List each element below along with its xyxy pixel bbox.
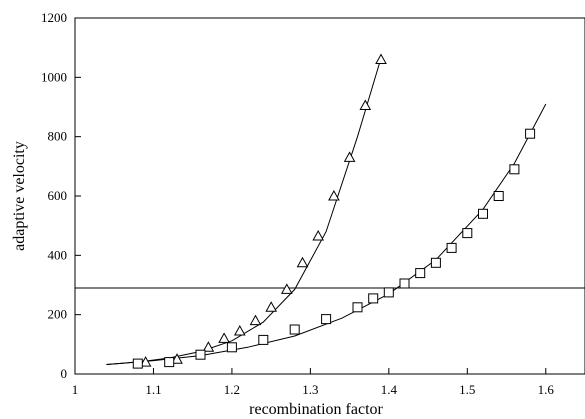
data-point-square [509,164,520,175]
markers-layer [132,53,536,369]
data-point-square [352,302,363,313]
data-point-square [368,293,379,304]
data-point-triangle [233,324,246,336]
data-point-triangle [312,229,325,241]
data-point-triangle [296,256,309,268]
y-axis-label: adaptive velocity [11,141,28,251]
x-tick-label: 1.1 [145,382,161,397]
fit-curve-triangle [106,57,382,365]
data-point-square [321,314,332,325]
data-point-triangle [202,341,215,352]
x-tick-label: 1.4 [381,382,398,397]
x-tick-label: 1.5 [459,382,475,397]
y-tick-label: 800 [48,129,68,144]
data-point-square [415,268,426,279]
data-point-square [446,242,457,253]
x-tick-label: 1.3 [302,382,318,397]
data-point-square [525,128,536,139]
x-tick-label: 1.6 [538,382,555,397]
y-tick-label: 400 [48,247,68,262]
data-point-triangle [249,314,262,326]
data-point-square [226,342,237,353]
fit-curve-square [106,103,547,365]
data-point-square [478,208,488,219]
x-tick-label: 1 [72,382,79,397]
data-point-triangle [139,356,152,367]
data-point-triangle [218,332,230,343]
data-point-triangle [265,301,278,312]
y-tick-label: 1000 [41,69,67,84]
y-tick-label: 200 [48,307,68,322]
y-tick-label: 0 [61,366,68,381]
data-point-square [399,278,410,289]
data-point-square [493,191,504,201]
data-point-triangle [328,189,340,201]
data-point-square [289,324,300,335]
x-tick-label: 1.2 [224,382,240,397]
plot-frame [74,17,585,375]
fit-curves-layer [106,57,547,365]
data-point-square [132,358,143,369]
data-point-triangle [343,151,356,162]
ticks-layer: 1 1.1 1.2 1.3 1.4 1.5 1.6 0 200 400 600 800 1000 1200 [41,10,554,397]
data-point-square [195,349,206,360]
y-tick-label: 1200 [41,10,67,25]
data-point-triangle [280,283,293,294]
data-point-square [164,357,175,368]
data-point-triangle [359,99,372,110]
data-point-triangle [171,353,183,364]
data-point-triangle [375,53,387,64]
data-point-square [430,257,441,268]
data-point-square [462,228,473,239]
x-axis-label: recombination factor [249,401,383,418]
data-point-square [258,334,269,345]
y-tick-label: 600 [48,188,68,203]
data-point-square [383,287,394,298]
